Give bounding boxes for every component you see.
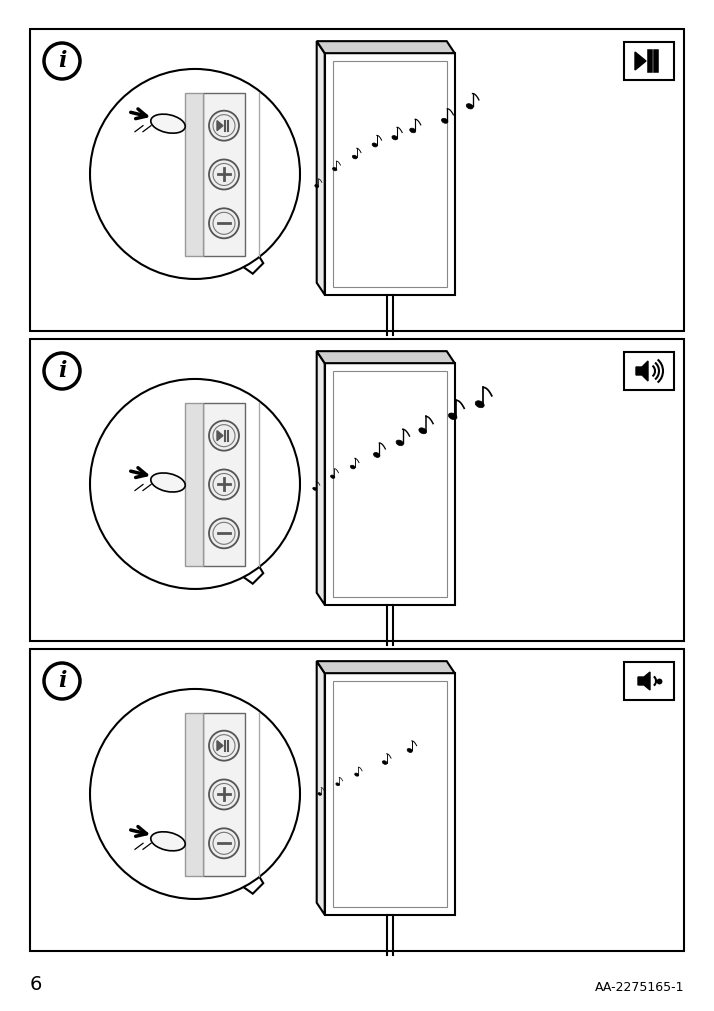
Bar [185,403,203,566]
Bar [30,649,684,951]
Ellipse shape [448,413,457,421]
Circle shape [209,731,239,761]
Polygon shape [216,547,263,584]
Polygon shape [635,53,646,71]
Polygon shape [317,661,455,673]
Ellipse shape [151,115,185,134]
Text: i: i [58,50,66,72]
Text: 6: 6 [30,974,42,993]
Circle shape [213,165,235,186]
Ellipse shape [355,773,358,776]
Circle shape [90,379,300,589]
Ellipse shape [373,453,380,458]
Circle shape [209,161,239,190]
Ellipse shape [313,488,316,490]
Ellipse shape [466,104,473,110]
Circle shape [209,422,239,451]
Bar [624,353,674,390]
Circle shape [209,111,239,142]
Bar [185,94,203,257]
Circle shape [213,832,235,854]
Polygon shape [317,42,455,55]
Bar [203,714,245,876]
Ellipse shape [352,156,357,160]
Polygon shape [217,121,223,131]
Circle shape [90,70,300,280]
Polygon shape [216,857,263,894]
Circle shape [209,470,239,500]
Ellipse shape [315,185,318,188]
Bar [185,714,203,876]
Bar [333,681,447,907]
Circle shape [213,115,235,137]
Ellipse shape [151,473,185,492]
Circle shape [90,690,300,899]
Polygon shape [216,238,263,274]
Ellipse shape [410,129,416,133]
Circle shape [44,663,80,700]
Ellipse shape [333,168,337,172]
Ellipse shape [318,793,321,796]
Polygon shape [217,432,223,441]
Ellipse shape [336,784,340,786]
Circle shape [213,523,235,545]
Bar [203,403,245,566]
Circle shape [213,213,235,236]
Ellipse shape [372,144,377,148]
Circle shape [44,43,80,80]
Circle shape [213,784,235,806]
Circle shape [209,779,239,810]
Ellipse shape [441,119,448,124]
Polygon shape [317,661,325,915]
Ellipse shape [392,136,398,141]
Circle shape [213,426,235,447]
Polygon shape [638,672,650,691]
Ellipse shape [383,761,387,764]
Polygon shape [317,352,455,364]
Text: i: i [58,669,66,692]
Text: i: i [58,360,66,381]
Polygon shape [325,55,455,295]
Bar [333,372,447,598]
Ellipse shape [396,441,403,446]
Polygon shape [636,362,648,381]
Circle shape [213,474,235,496]
Circle shape [209,209,239,239]
Polygon shape [325,673,455,915]
Bar [333,62,447,287]
Bar [203,94,245,257]
Bar [30,340,684,641]
Bar [624,42,674,81]
Circle shape [44,354,80,389]
Polygon shape [317,352,325,606]
Ellipse shape [419,429,426,435]
Circle shape [213,735,235,757]
Bar [624,662,674,701]
Ellipse shape [331,475,335,479]
Ellipse shape [476,401,484,408]
Polygon shape [317,42,325,295]
Ellipse shape [151,832,185,851]
Ellipse shape [351,466,355,469]
Circle shape [209,828,239,858]
Text: AA-2275165-1: AA-2275165-1 [595,980,684,993]
Bar [30,30,684,332]
Polygon shape [217,741,223,751]
Circle shape [209,519,239,549]
Ellipse shape [407,749,412,753]
Polygon shape [325,364,455,606]
